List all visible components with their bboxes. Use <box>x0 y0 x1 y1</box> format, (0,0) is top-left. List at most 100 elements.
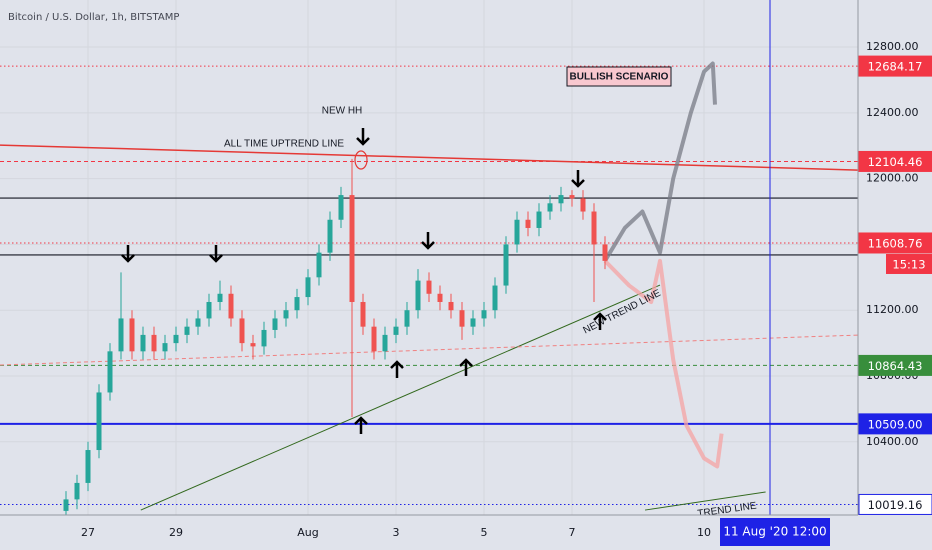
candle-body <box>206 301 212 319</box>
candle-body <box>514 219 520 245</box>
candle-body <box>393 326 399 335</box>
trend-line <box>644 491 766 511</box>
arrow-down <box>571 170 585 188</box>
arrow-down <box>121 245 135 263</box>
price-label-box <box>858 55 932 77</box>
candle-body <box>437 293 443 302</box>
arrow-up <box>459 358 473 376</box>
candle-body <box>173 334 179 344</box>
x-tick-label: 3 <box>393 526 400 539</box>
price-label: 12104.46 <box>868 155 923 169</box>
candle-body <box>107 351 113 393</box>
arrow-down <box>421 232 435 250</box>
candle-body <box>349 195 355 302</box>
candle-body <box>426 280 432 294</box>
candle-body <box>492 285 498 311</box>
countdown: 15:13 <box>892 257 925 271</box>
candle-body <box>294 297 300 311</box>
arrow-up <box>593 312 607 330</box>
candle-body <box>547 203 553 212</box>
candle-body <box>272 318 278 330</box>
y-tick-label: 12400.00 <box>866 106 919 119</box>
x-tick-label: 5 <box>481 526 488 539</box>
candle-body <box>360 301 366 327</box>
candle-body <box>118 318 124 352</box>
candle-body <box>602 244 608 261</box>
arrow-down <box>209 245 223 263</box>
candle-body <box>404 310 410 327</box>
candle-body <box>239 318 245 344</box>
x-tick-label: 29 <box>169 526 183 539</box>
candle-body <box>316 252 322 278</box>
candle-body <box>129 318 135 352</box>
candle-body <box>503 244 509 286</box>
candles <box>63 61 724 520</box>
arrows <box>121 128 607 434</box>
arrow-down <box>356 128 370 146</box>
candle-body <box>74 482 80 500</box>
price-label-box <box>858 232 932 254</box>
candle-body <box>536 211 542 228</box>
price-axis <box>858 0 932 550</box>
annotation: BULLISH SCENARIO <box>570 72 669 83</box>
candle-body <box>448 301 454 311</box>
x-tick-label: 27 <box>81 526 95 539</box>
candle-body <box>327 219 333 253</box>
annotation: ALL TIME UPTREND LINE <box>224 139 344 150</box>
candle-body <box>580 198 586 212</box>
candle-body <box>261 329 267 347</box>
candle-body <box>162 343 168 352</box>
candle-body <box>591 211 597 245</box>
candle-body <box>371 326 377 352</box>
axes: 10400.0010800.0011200.0011600.0012000.00… <box>81 40 932 546</box>
candle-body <box>481 310 487 319</box>
highlight-circle <box>354 150 368 170</box>
candle-body <box>459 310 465 327</box>
arrow-up <box>354 416 368 434</box>
price-label: 12684.17 <box>868 60 923 74</box>
candle-body <box>151 334 157 352</box>
price-label-box <box>858 354 932 376</box>
trend-line <box>0 334 859 366</box>
y-tick-label: 10400.00 <box>866 435 919 448</box>
candle-body <box>305 277 311 298</box>
candle-body <box>63 499 69 511</box>
y-tick-label: 12800.00 <box>866 40 919 53</box>
crosshair-label: 11 Aug '20 12:00 <box>723 525 826 539</box>
annotation: NEW HH <box>322 106 363 117</box>
candle-body <box>382 334 388 352</box>
candle-body <box>250 343 256 347</box>
time-axis <box>0 515 858 550</box>
candle-body <box>85 450 91 483</box>
candle-body <box>217 293 223 302</box>
candle-body <box>470 318 476 327</box>
chart-title: Bitcoin / U.S. Dollar, 1h, BITSTAMP <box>8 12 179 23</box>
arrow-up <box>390 360 404 378</box>
candle-body <box>283 310 289 319</box>
candle-body <box>525 219 531 228</box>
price-label: 10019.16 <box>868 498 923 512</box>
price-label: 10509.00 <box>868 417 923 431</box>
crosshair-label-box <box>720 518 830 546</box>
countdown-box <box>886 253 932 274</box>
x-tick-label: 7 <box>569 526 576 539</box>
candle-body <box>569 195 575 199</box>
x-tick-label: 10 <box>697 526 711 539</box>
trend-line <box>140 284 661 511</box>
y-tick-label: 11200.00 <box>866 303 919 316</box>
price-label-box <box>858 413 932 435</box>
price-label-box <box>858 493 932 515</box>
price-label: 11608.76 <box>868 236 923 250</box>
candle-body <box>228 293 234 319</box>
price-label: 10864.43 <box>868 359 923 373</box>
candle-body <box>338 195 344 220</box>
candle-body <box>140 334 146 352</box>
candle-body <box>195 318 201 327</box>
trend-line <box>0 144 859 171</box>
x-tick-label: Aug <box>297 526 318 539</box>
scenario-path <box>603 61 717 262</box>
grid <box>0 0 858 515</box>
candle-body <box>415 280 421 311</box>
